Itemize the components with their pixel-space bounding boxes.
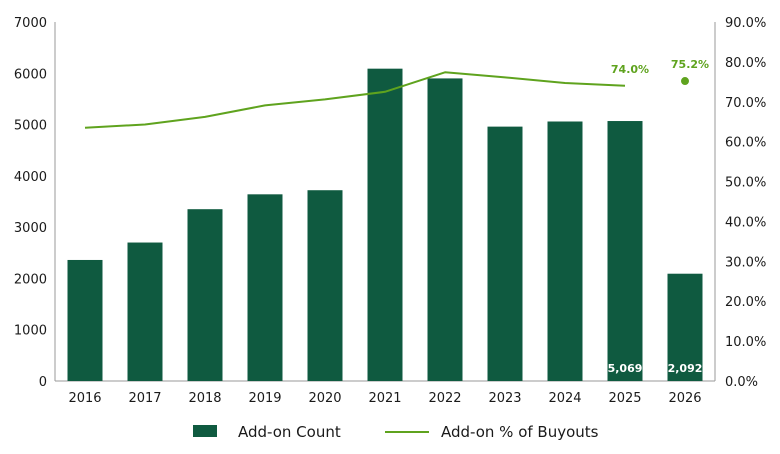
x-tick-label: 2024	[548, 391, 581, 406]
y-left-tick-label: 6000	[14, 67, 47, 82]
y-left-tick-label: 3000	[14, 221, 47, 236]
y-right-tick-label: 10.0%	[725, 335, 766, 350]
y-right-tick-label: 50.0%	[725, 176, 766, 191]
legend-swatch-add-on-count	[193, 425, 217, 437]
bar-2024	[547, 121, 583, 381]
x-tick-label: 2020	[308, 391, 341, 406]
y-left-tick-label: 2000	[14, 272, 47, 287]
y-right-tick-label: 0.0%	[725, 375, 758, 390]
bar-data-label: 5,069	[608, 362, 643, 375]
x-tick-label: 2019	[248, 391, 281, 406]
x-tick-label: 2026	[668, 391, 701, 406]
bar-2026	[667, 273, 703, 381]
y-right-tick-label: 60.0%	[725, 136, 766, 151]
point-add-on-pct-2026	[681, 77, 689, 86]
y-right-tick-label: 70.0%	[725, 96, 766, 111]
y-left-tick-label: 5000	[14, 119, 47, 134]
y-right-tick-label: 80.0%	[725, 56, 766, 71]
bar-2019	[247, 194, 283, 381]
y-left-tick-label: 4000	[14, 170, 47, 185]
y-left-tick-label: 0	[39, 375, 47, 390]
legend-label-add-on-count: Add-on Count	[238, 423, 341, 441]
y-left-tick-label: 7000	[14, 16, 47, 31]
y-right-tick-label: 20.0%	[725, 295, 766, 310]
bar-2020	[307, 190, 343, 381]
y-right-tick-label: 90.0%	[725, 16, 766, 31]
line-data-label: 74.0%	[611, 63, 649, 76]
x-tick-label: 2018	[188, 391, 221, 406]
legend-label-add-on-pct: Add-on % of Buyouts	[441, 423, 599, 441]
y-right-tick-label: 40.0%	[725, 215, 766, 230]
x-tick-label: 2023	[488, 391, 521, 406]
x-tick-label: 2022	[428, 391, 461, 406]
bar-2016	[67, 259, 103, 381]
bar-data-label: 2,092	[668, 362, 703, 375]
y-left-tick-label: 1000	[14, 324, 47, 339]
bar-2017	[127, 242, 163, 381]
bar-2018	[187, 209, 223, 381]
bar-2022	[427, 78, 463, 382]
x-tick-label: 2017	[128, 391, 161, 406]
y-right-tick-label: 30.0%	[725, 255, 766, 270]
line-data-label: 75.2%	[671, 58, 709, 71]
x-tick-label: 2025	[608, 391, 641, 406]
bar-2025	[607, 121, 643, 381]
x-tick-label: 2021	[368, 391, 401, 406]
x-tick-label: 2016	[68, 391, 101, 406]
bar-2023	[487, 126, 523, 381]
bar-2021	[367, 68, 403, 382]
line-add-on-pct	[84, 71, 626, 129]
